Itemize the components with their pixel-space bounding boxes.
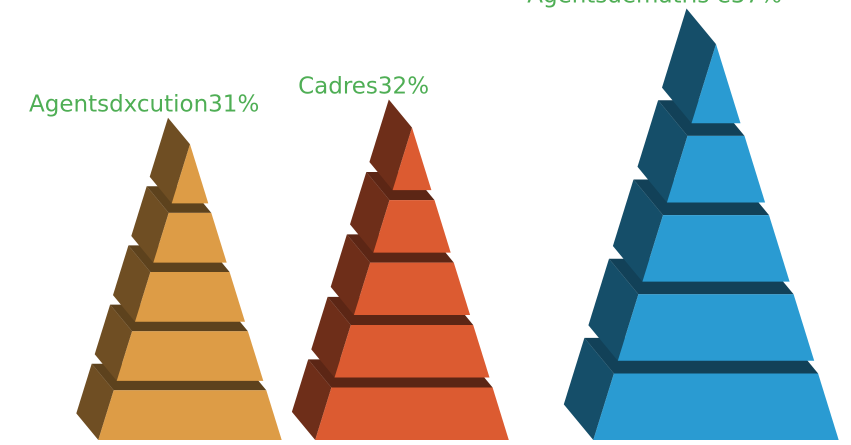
tier-front	[373, 200, 451, 253]
tier-side	[291, 359, 332, 440]
tier-side	[131, 186, 169, 263]
value-label: 31%	[208, 92, 259, 118]
tier-side	[612, 179, 663, 282]
tier-front	[135, 272, 245, 322]
value-label: 37%	[731, 0, 782, 8]
category-label: Cadres	[298, 73, 378, 99]
category-label: Agentsdematris e	[527, 0, 731, 8]
tier-front	[315, 387, 509, 440]
pyramid-label: Cadres32%	[298, 73, 429, 99]
tier-front	[116, 331, 264, 381]
tier-side	[311, 296, 351, 378]
tier-front	[691, 44, 741, 124]
tier-side	[330, 234, 371, 315]
tier-front	[98, 390, 282, 440]
tier-side	[94, 304, 133, 381]
value-label: 32%	[378, 73, 429, 99]
pyramid	[76, 117, 282, 440]
pyramid-label: Agentsdxcution31%	[29, 92, 259, 118]
pyramid	[563, 8, 839, 440]
pyramid-label: Agentsdematris e37%	[527, 0, 782, 8]
tier-side	[369, 99, 412, 191]
tier-side	[350, 172, 390, 253]
tier-front	[392, 127, 432, 191]
tier-front	[617, 294, 815, 361]
tier-front	[334, 325, 490, 378]
tier-front	[593, 373, 839, 440]
tier-side	[563, 337, 614, 440]
tier-side	[662, 8, 716, 124]
tier-side	[76, 363, 114, 440]
tier-side	[637, 100, 688, 203]
tier-front	[666, 135, 766, 203]
tier-front	[153, 212, 227, 263]
tier-front	[171, 144, 209, 204]
tier-side	[149, 117, 190, 204]
tier-front	[353, 262, 471, 315]
category-label: Agentsdxcution	[29, 92, 208, 118]
tier-side	[588, 258, 639, 361]
tier-front	[642, 215, 790, 282]
pyramid	[291, 99, 509, 440]
tier-side	[113, 245, 151, 322]
